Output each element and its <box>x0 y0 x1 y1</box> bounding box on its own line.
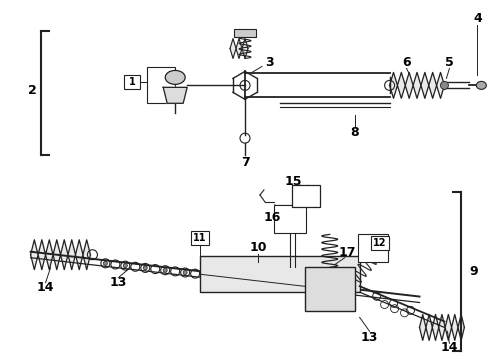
Bar <box>124 75 140 89</box>
Polygon shape <box>419 315 465 340</box>
Text: 15: 15 <box>284 175 302 189</box>
Text: 13: 13 <box>110 276 127 289</box>
Text: 10: 10 <box>249 241 267 254</box>
Bar <box>370 236 389 250</box>
Bar <box>274 205 306 233</box>
Circle shape <box>163 268 167 272</box>
Text: 14: 14 <box>441 341 458 354</box>
Circle shape <box>103 261 107 265</box>
Bar <box>200 256 360 292</box>
Ellipse shape <box>165 71 185 84</box>
Text: 3: 3 <box>266 56 274 69</box>
Bar <box>305 267 355 311</box>
Text: 7: 7 <box>241 156 249 168</box>
Ellipse shape <box>476 81 486 89</box>
Polygon shape <box>390 72 444 98</box>
Text: 1: 1 <box>129 77 136 87</box>
Circle shape <box>441 81 448 89</box>
Bar <box>358 234 388 262</box>
Text: 4: 4 <box>473 12 482 25</box>
Bar <box>292 185 320 207</box>
Text: 14: 14 <box>37 281 54 294</box>
Text: 8: 8 <box>350 126 359 139</box>
Polygon shape <box>163 87 187 103</box>
Text: 11: 11 <box>194 233 207 243</box>
Text: 17: 17 <box>339 246 356 259</box>
Bar <box>147 67 175 103</box>
Polygon shape <box>30 240 91 270</box>
Circle shape <box>123 264 127 267</box>
Text: 5: 5 <box>445 56 454 69</box>
Text: 12: 12 <box>373 238 387 248</box>
Text: 6: 6 <box>402 56 411 69</box>
Text: 16: 16 <box>263 211 281 224</box>
Bar <box>234 28 256 37</box>
Polygon shape <box>230 39 248 58</box>
Circle shape <box>143 266 147 270</box>
Text: 2: 2 <box>28 84 37 97</box>
Text: 9: 9 <box>469 265 478 278</box>
Circle shape <box>183 270 187 275</box>
Text: 13: 13 <box>361 331 378 344</box>
Bar <box>191 231 209 245</box>
